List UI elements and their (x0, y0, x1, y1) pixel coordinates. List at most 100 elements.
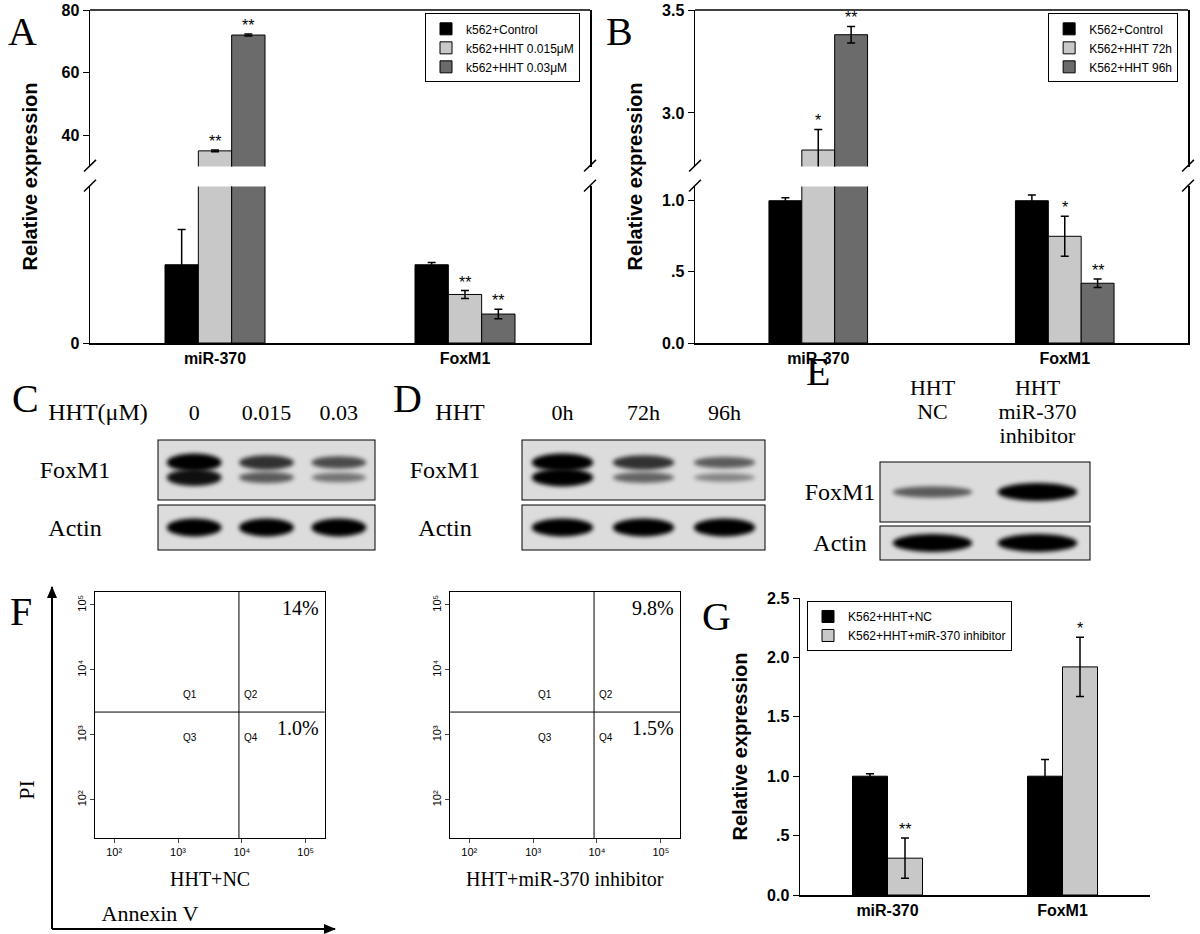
svg-text:FoxM1: FoxM1 (1037, 902, 1088, 919)
svg-text:**: ** (845, 9, 857, 26)
svg-text:10⁵: 10⁵ (431, 595, 443, 612)
svg-text:Actin: Actin (418, 515, 471, 541)
svg-text:96h: 96h (708, 400, 741, 425)
svg-text:9.8%: 9.8% (632, 597, 674, 619)
svg-text:**: ** (459, 274, 471, 291)
svg-text:Q3: Q3 (538, 732, 552, 743)
svg-text:0.0: 0.0 (662, 335, 684, 352)
svg-text:10⁵: 10⁵ (652, 846, 669, 858)
svg-text:E: E (806, 349, 830, 394)
svg-text:miR-370: miR-370 (856, 902, 918, 919)
svg-text:1.0%: 1.0% (277, 717, 319, 739)
svg-text:10⁵: 10⁵ (76, 595, 88, 612)
svg-text:Annexin V: Annexin V (102, 901, 199, 926)
svg-text:inhibitor: inhibitor (1000, 423, 1076, 448)
svg-text:3.0: 3.0 (662, 105, 684, 122)
svg-text:Q1: Q1 (538, 689, 552, 700)
svg-text:1.0: 1.0 (662, 192, 684, 209)
svg-text:80: 80 (62, 2, 80, 19)
svg-text:**: ** (242, 17, 254, 34)
svg-text:PI: PI (14, 780, 39, 800)
svg-text:HHT: HHT (910, 375, 956, 400)
svg-text:2.0: 2.0 (767, 649, 789, 666)
svg-text:Actin: Actin (813, 530, 866, 556)
svg-text:10³: 10³ (431, 725, 443, 741)
svg-text:K562+HHT 96h: K562+HHT 96h (1089, 61, 1172, 75)
svg-text:C: C (12, 376, 39, 421)
svg-text:FoxM1: FoxM1 (805, 479, 876, 505)
svg-text:K562+HHT 72h: K562+HHT 72h (1089, 42, 1172, 56)
svg-text:0h: 0h (552, 400, 574, 425)
svg-text:FoxM1: FoxM1 (440, 350, 491, 367)
svg-text:0: 0 (70, 335, 79, 352)
svg-text:F: F (10, 589, 32, 634)
svg-text:0.03: 0.03 (320, 400, 359, 425)
svg-text:10²: 10² (431, 790, 443, 806)
svg-text:HHT+NC: HHT+NC (170, 868, 250, 890)
svg-text:14%: 14% (282, 597, 319, 619)
svg-text:10⁴: 10⁴ (76, 660, 88, 677)
svg-text:10⁴: 10⁴ (588, 846, 605, 858)
svg-text:10⁵: 10⁵ (297, 846, 314, 858)
svg-text:Q3: Q3 (183, 732, 197, 743)
svg-text:HHT: HHT (1015, 375, 1061, 400)
svg-text:Relative expression: Relative expression (729, 653, 751, 841)
svg-text:G: G (702, 594, 731, 639)
svg-text:k562+Control: k562+Control (466, 23, 538, 37)
svg-text:K562+HHT+miR-370 inhibitor: K562+HHT+miR-370 inhibitor (848, 629, 1005, 643)
svg-text:0: 0 (189, 400, 200, 425)
svg-text:Relative expression: Relative expression (19, 83, 41, 271)
svg-text:10⁴: 10⁴ (431, 660, 443, 677)
svg-text:1.5: 1.5 (767, 708, 789, 725)
svg-text:10²: 10² (106, 846, 122, 858)
svg-text:B: B (606, 9, 633, 54)
svg-text:Q2: Q2 (599, 689, 613, 700)
svg-text:3.5: 3.5 (662, 2, 684, 19)
svg-text:10³: 10³ (76, 725, 88, 741)
svg-text:miR-370: miR-370 (998, 399, 1076, 424)
svg-text:HHT+miR-370 inhibitor: HHT+miR-370 inhibitor (466, 868, 664, 890)
svg-text:A: A (8, 9, 37, 54)
svg-text:*: * (1062, 199, 1068, 216)
svg-text:**: ** (899, 821, 911, 838)
svg-text:Q4: Q4 (244, 732, 258, 743)
svg-text:Q1: Q1 (183, 689, 197, 700)
svg-text:72h: 72h (627, 400, 660, 425)
svg-text:.5: .5 (776, 827, 789, 844)
svg-text:K562+HHT+NC: K562+HHT+NC (848, 610, 932, 624)
svg-text:1.0: 1.0 (767, 768, 789, 785)
svg-text:0.0: 0.0 (767, 887, 789, 904)
svg-text:FoxM1: FoxM1 (1039, 350, 1090, 367)
svg-text:10⁴: 10⁴ (233, 846, 250, 858)
svg-text:D: D (393, 376, 422, 421)
svg-text:FoxM1: FoxM1 (410, 457, 481, 483)
svg-text:60: 60 (62, 64, 80, 81)
svg-text:**: ** (209, 133, 221, 150)
svg-text:Q2: Q2 (244, 689, 258, 700)
svg-text:k562+HHT 0.03μM: k562+HHT 0.03μM (466, 61, 567, 75)
svg-text:**: ** (1092, 262, 1104, 279)
svg-text:FoxM1: FoxM1 (40, 457, 111, 483)
svg-text:k562+HHT 0.015μM: k562+HHT 0.015μM (466, 42, 574, 56)
svg-text:*: * (815, 112, 821, 129)
svg-text:10²: 10² (76, 790, 88, 806)
svg-text:10²: 10² (461, 846, 477, 858)
svg-text:**: ** (492, 292, 504, 309)
svg-text:miR-370: miR-370 (184, 350, 246, 367)
svg-text:Actin: Actin (48, 515, 101, 541)
svg-text:miR-370: miR-370 (787, 349, 850, 367)
svg-text:HHT(μM): HHT(μM) (48, 399, 148, 425)
svg-text:10³: 10³ (525, 846, 541, 858)
svg-text:.5: .5 (671, 263, 684, 280)
svg-text:HHT: HHT (435, 399, 485, 425)
svg-text:40: 40 (62, 127, 80, 144)
svg-text:K562+Control: K562+Control (1089, 23, 1163, 37)
svg-text:Relative expression: Relative expression (624, 83, 646, 271)
svg-text:1.5%: 1.5% (632, 717, 674, 739)
svg-text:10³: 10³ (170, 846, 186, 858)
svg-text:2.5: 2.5 (767, 590, 789, 607)
svg-text:0.015: 0.015 (242, 400, 292, 425)
svg-text:NC: NC (917, 399, 948, 424)
svg-text:Q4: Q4 (599, 732, 613, 743)
svg-text:*: * (1077, 620, 1083, 637)
